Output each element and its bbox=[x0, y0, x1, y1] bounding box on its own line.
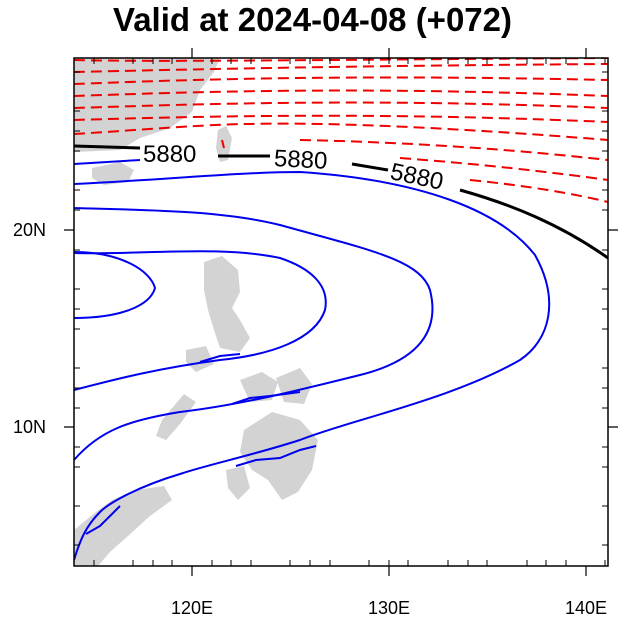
contour-red-9 bbox=[399, 157, 608, 181]
coast-detail-4 bbox=[85, 505, 121, 535]
land-palawan bbox=[156, 394, 196, 440]
coast-detail-1 bbox=[199, 353, 241, 363]
contour-label-1: 5880 bbox=[143, 141, 196, 168]
land-hainan bbox=[92, 162, 134, 185]
contour-red-5 bbox=[74, 101, 608, 109]
contour-5880-seg-1 bbox=[74, 144, 141, 150]
land-sulawesi bbox=[226, 466, 250, 500]
lon-tick-140e: 140E bbox=[565, 598, 607, 618]
contour-blue-1 bbox=[74, 159, 141, 165]
contour-blue-4 bbox=[74, 250, 327, 391]
contour-red-taiwan bbox=[221, 139, 225, 149]
map-title: Valid at 2024-04-08 (+072) bbox=[113, 1, 512, 38]
contour-red-4 bbox=[74, 89, 608, 97]
lon-tick-130e: 130E bbox=[368, 598, 410, 618]
land-borneo bbox=[74, 486, 172, 566]
contour-red-10 bbox=[469, 179, 608, 203]
land-layer bbox=[74, 58, 318, 566]
lat-tick-10n: 10N bbox=[13, 417, 46, 437]
contour-coast-details bbox=[85, 353, 317, 535]
contour-label-2: 5880 bbox=[273, 145, 328, 175]
contours-below-5880 bbox=[74, 159, 551, 561]
plot-frame bbox=[73, 57, 609, 567]
coast-detail-3 bbox=[235, 445, 317, 467]
lon-tick-120e: 120E bbox=[171, 598, 213, 618]
contour-red-7 bbox=[74, 122, 608, 141]
contour-5880-seg-4 bbox=[459, 188, 608, 260]
coast-detail-2 bbox=[231, 391, 301, 405]
contour-blue-3 bbox=[74, 207, 434, 461]
land-mindoro bbox=[186, 346, 214, 372]
lat-tick-20n: 20N bbox=[13, 220, 46, 240]
land-visayas-1 bbox=[240, 372, 278, 402]
contour-5880 bbox=[74, 144, 608, 260]
contour-red-1 bbox=[74, 58, 608, 62]
contour-5880-seg-3 bbox=[351, 162, 389, 172]
minor-ticks bbox=[74, 58, 608, 566]
contours-above-5880 bbox=[74, 58, 608, 203]
contour-red-2 bbox=[74, 63, 608, 73]
contour-blue-2 bbox=[74, 170, 551, 561]
major-ticks bbox=[64, 48, 618, 576]
contour-red-3 bbox=[74, 76, 608, 85]
contour-blue-5 bbox=[74, 251, 157, 319]
land-visayas-2 bbox=[276, 368, 312, 404]
land-mindanao bbox=[240, 412, 318, 500]
contour-red-6 bbox=[74, 114, 608, 123]
land-luzon bbox=[204, 256, 250, 352]
contour-red-8 bbox=[299, 139, 608, 161]
